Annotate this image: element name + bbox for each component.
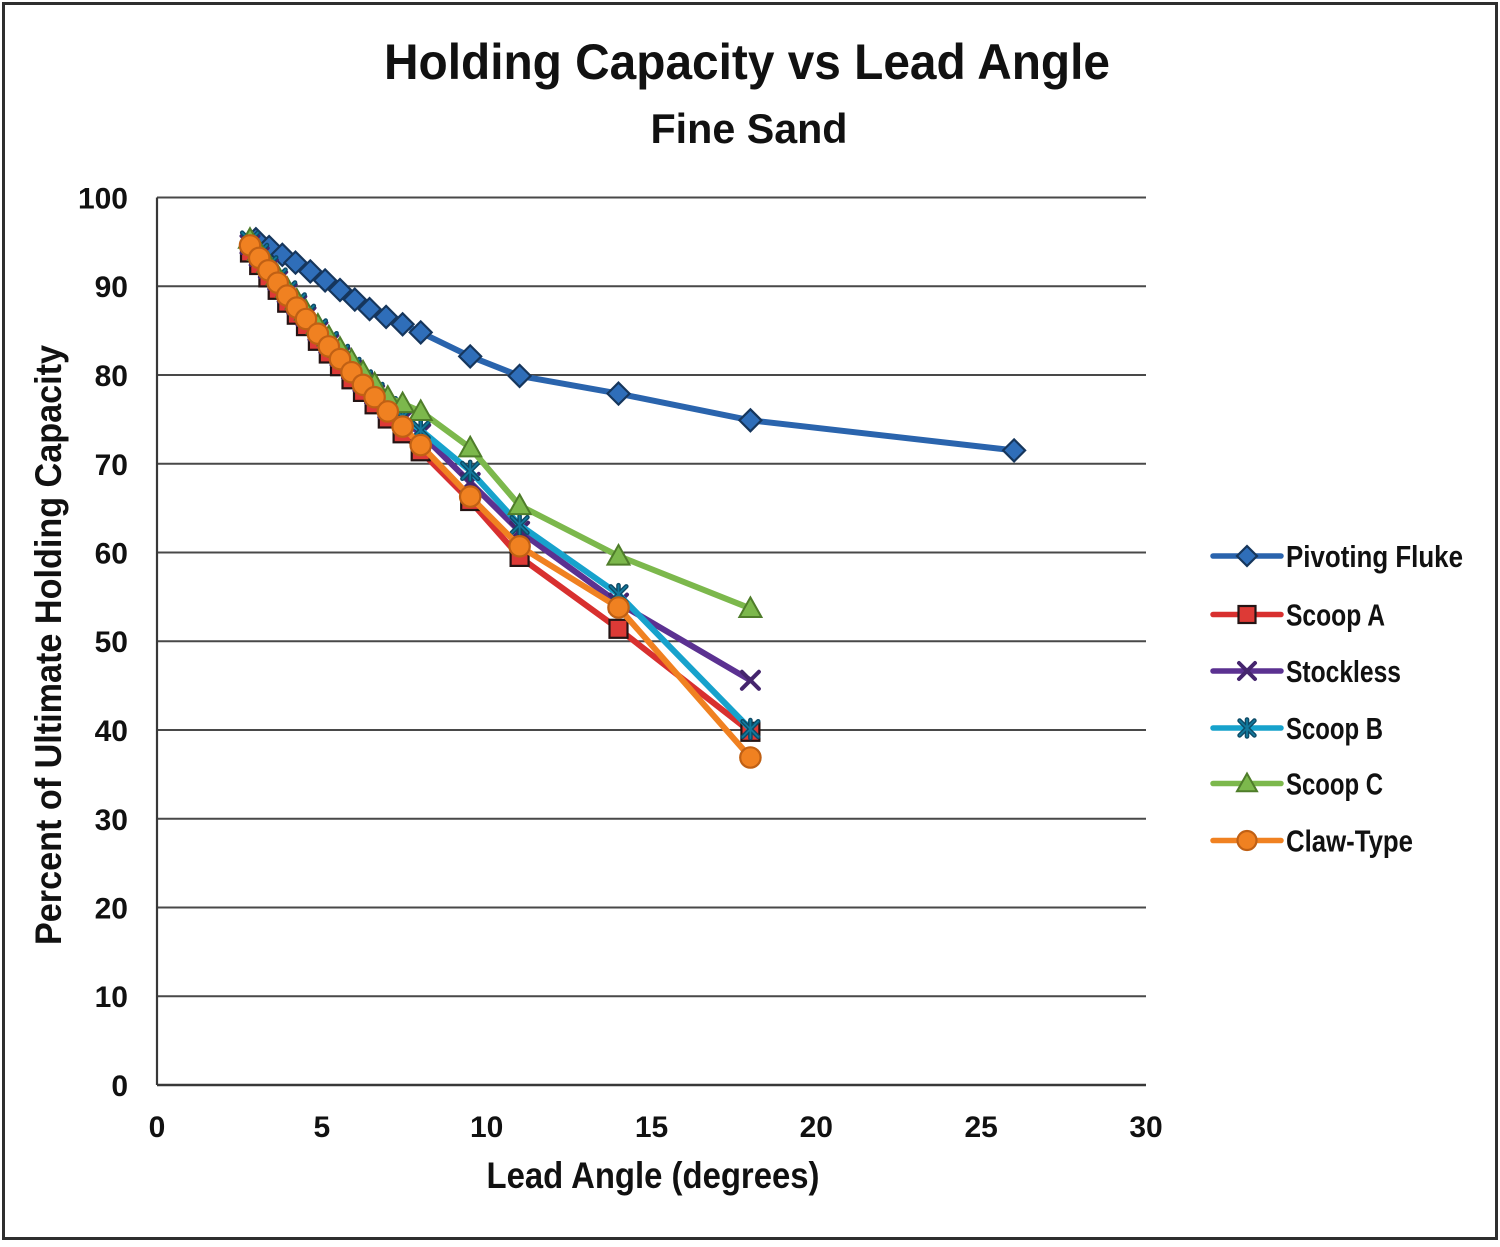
svg-text:0: 0	[111, 1070, 128, 1103]
svg-text:Holding Capacity vs Lead Angle: Holding Capacity vs Lead Angle	[384, 34, 1110, 90]
svg-text:80: 80	[95, 360, 128, 393]
svg-text:70: 70	[95, 449, 128, 482]
svg-text:Scoop A: Scoop A	[1286, 598, 1385, 633]
svg-text:20: 20	[95, 893, 128, 926]
svg-text:10: 10	[95, 981, 128, 1014]
svg-text:Pivoting Fluke: Pivoting Fluke	[1286, 539, 1463, 574]
svg-text:Fine Sand: Fine Sand	[651, 105, 848, 152]
svg-text:Percent of Ultimate Holding Ca: Percent of Ultimate Holding Capacity	[28, 345, 69, 945]
svg-text:Scoop C: Scoop C	[1286, 767, 1383, 802]
svg-text:25: 25	[965, 1111, 998, 1144]
svg-text:Claw-Type: Claw-Type	[1286, 824, 1413, 859]
svg-text:90: 90	[95, 271, 128, 304]
svg-text:15: 15	[635, 1111, 668, 1144]
svg-text:40: 40	[95, 715, 128, 748]
svg-text:0: 0	[149, 1111, 166, 1144]
svg-text:5: 5	[313, 1111, 330, 1144]
svg-text:100: 100	[78, 183, 128, 216]
svg-text:30: 30	[95, 804, 128, 837]
svg-text:30: 30	[1129, 1111, 1162, 1144]
svg-text:10: 10	[470, 1111, 503, 1144]
svg-text:20: 20	[800, 1111, 833, 1144]
svg-text:Stockless: Stockless	[1286, 654, 1401, 689]
svg-text:50: 50	[95, 626, 128, 659]
svg-text:60: 60	[95, 538, 128, 571]
svg-text:Lead Angle (degrees): Lead Angle (degrees)	[487, 1155, 820, 1196]
svg-text:Scoop B: Scoop B	[1286, 711, 1383, 746]
